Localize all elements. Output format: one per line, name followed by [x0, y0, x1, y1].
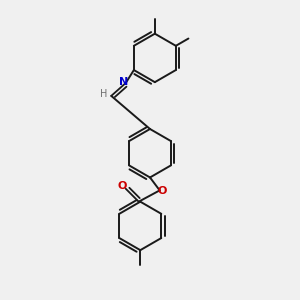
Text: H: H — [100, 89, 108, 99]
Text: O: O — [158, 186, 167, 196]
Text: N: N — [118, 77, 128, 87]
Text: O: O — [118, 181, 127, 190]
